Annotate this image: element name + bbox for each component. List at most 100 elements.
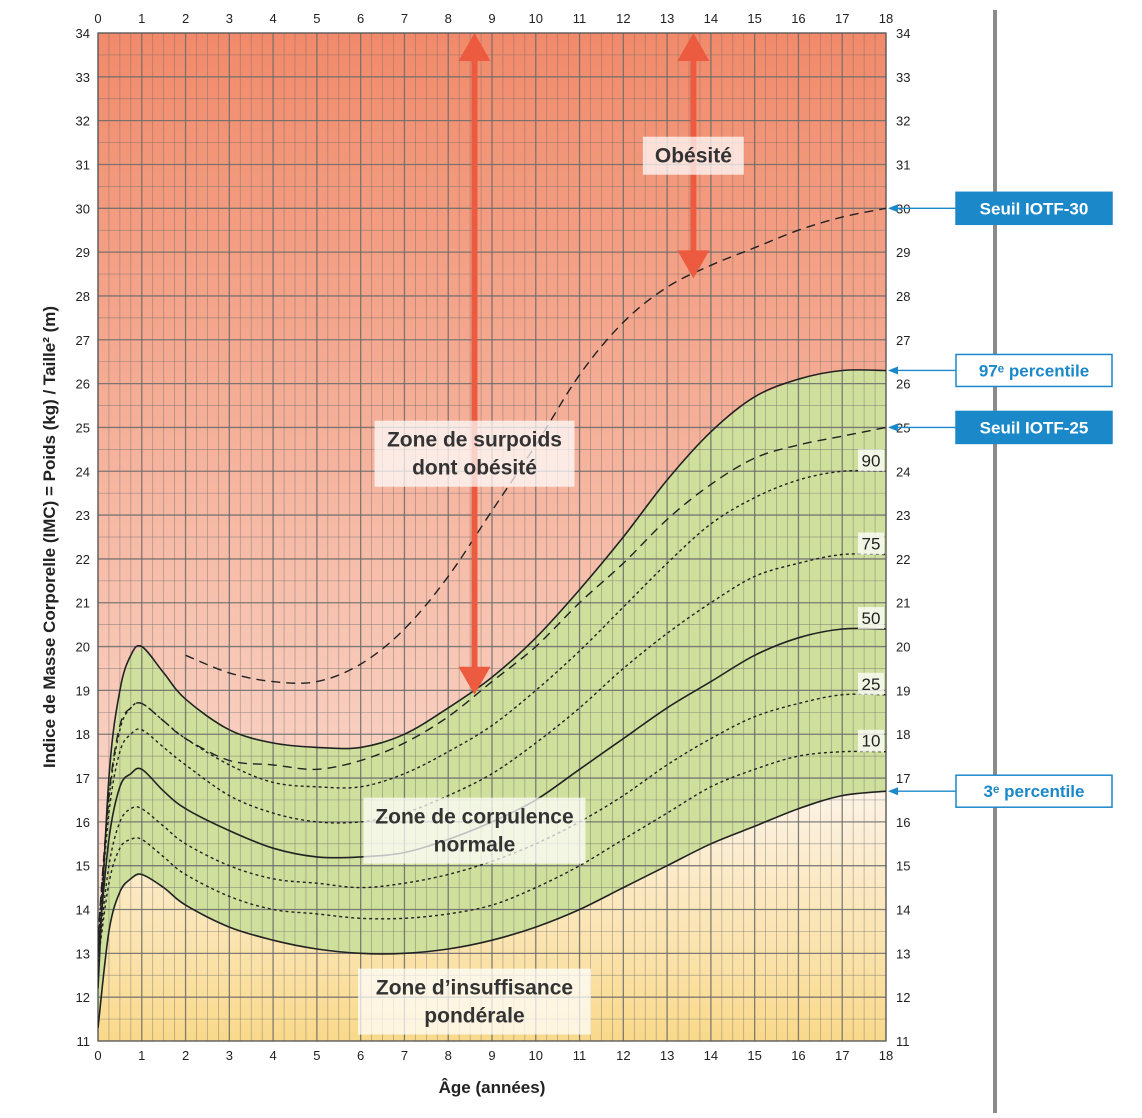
zone-label-box [357,968,591,1035]
x-tick-top: 0 [94,11,101,26]
curve-10 [98,750,886,963]
x-tick-bottom: 7 [401,1048,408,1063]
x-tick-top: 9 [488,11,495,26]
x-tick-top: 16 [791,11,805,26]
y-tick-right: 34 [896,26,910,41]
y-tick-left: 12 [76,990,90,1005]
x-tick-bottom: 3 [226,1048,233,1063]
callout-label: 97ᵉ percentile [979,361,1089,380]
zone-label-box [374,420,575,487]
callout-box [955,774,1113,808]
x-tick-bottom: 12 [616,1048,630,1063]
y-tick-right: 18 [896,727,910,742]
x-tick-bottom: 18 [879,1048,893,1063]
percentile-label-bg [858,532,884,555]
x-tick-bottom: 4 [269,1048,276,1063]
curve-3e-percentile [98,790,886,1028]
zone-label-insuffisance: Zone d’insuffisance [376,977,573,1000]
callout-box [955,191,1113,226]
x-tick-top: 15 [747,11,761,26]
callout-arrowhead [888,366,898,375]
zone-label-layer: Zone de surpoids dont obésité Obésité Zone … [357,136,744,1035]
x-tick-bottom: 10 [529,1048,543,1063]
y-tick-left: 33 [76,70,90,85]
y-tick-right: 20 [896,640,910,655]
zone-label-surpoids: dont obésité [412,457,537,480]
y-tick-left: 18 [76,727,90,742]
x-tick-bottom: 14 [704,1048,718,1063]
callout-label: 3ᵉ percentile [984,782,1085,801]
y-tick-right: 23 [896,508,910,523]
x-tick-bottom: 5 [313,1048,320,1063]
y-tick-left: 27 [76,333,90,348]
x-tick-top: 6 [357,11,364,26]
x-tick-top: 11 [573,11,587,26]
callout-label: Seuil IOTF-30 [980,199,1089,218]
y-tick-left: 31 [76,157,90,172]
y-tick-right: 21 [896,596,910,611]
y-tick-left: 30 [76,201,90,216]
zone-label-normale: normale [434,834,516,857]
x-tick-bottom: 11 [573,1048,587,1063]
grid-layer [97,32,887,1042]
y-tick-right: 29 [896,245,910,260]
y-tick-right: 16 [896,815,910,830]
y-tick-right: 11 [896,1034,910,1049]
x-tick-top: 5 [313,11,320,26]
x-tick-bottom: 1 [138,1048,145,1063]
x-tick-bottom: 2 [182,1048,189,1063]
y-tick-left: 29 [76,245,90,260]
y-tick-right: 24 [896,464,910,479]
x-tick-top: 12 [616,11,630,26]
percentile-label: 90 [862,451,881,470]
y-tick-right: 13 [896,946,910,961]
y-tick-right: 22 [896,552,910,567]
percentile-label: 75 [862,535,881,554]
percentile-label-bg [858,449,884,472]
callout-arrowhead [888,423,898,432]
y-tick-left: 22 [76,552,90,567]
y-axis-label: Indice de Masse Corporelle (IMC) = Poids… [40,306,59,768]
x-tick-bottom: 13 [660,1048,674,1063]
arrow-head-up [458,33,491,61]
x-tick-top: 14 [704,11,718,26]
percentile-label: 50 [862,609,881,628]
percentile-label-bg [858,672,884,695]
y-tick-right: 27 [896,333,910,348]
x-tick-top: 2 [182,11,189,26]
y-tick-right: 17 [896,771,910,786]
x-tick-top: 3 [226,11,233,26]
x-tick-bottom: 16 [791,1048,805,1063]
y-tick-left: 23 [76,508,90,523]
plot-frame [97,32,887,1042]
page-divider [993,10,997,1113]
curve-97e-percentile [98,369,886,989]
curve-90 [98,469,886,941]
y-tick-right: 28 [896,289,910,304]
x-tick-bottom: 17 [835,1048,849,1063]
x-tick-top: 10 [529,11,543,26]
callout-box [955,410,1113,445]
y-tick-left: 11 [77,1034,91,1049]
x-tick-bottom: 6 [357,1048,364,1063]
y-tick-left: 14 [76,903,90,918]
callout-box [955,353,1113,388]
y-tick-left: 24 [76,464,90,479]
y-tick-left: 16 [76,815,90,830]
x-tick-top: 8 [445,11,452,26]
percentile-label: 10 [862,732,881,751]
zone-label-insuffisance: pondérale [424,1005,524,1028]
tick-layer: 0011223344556677889910101111121213131414… [76,11,911,1063]
x-tick-top: 13 [660,11,674,26]
y-tick-left: 21 [76,596,90,611]
x-tick-top: 7 [401,11,408,26]
y-tick-left: 13 [76,946,90,961]
y-tick-right: 31 [896,157,910,172]
zone-label-surpoids: Zone de surpoids [387,429,562,452]
callout-arrowhead [888,204,898,213]
y-tick-left: 34 [76,26,90,41]
y-tick-left: 20 [76,640,90,655]
callout-label: Seuil IOTF-25 [980,418,1089,437]
y-tick-right: 32 [896,114,910,129]
